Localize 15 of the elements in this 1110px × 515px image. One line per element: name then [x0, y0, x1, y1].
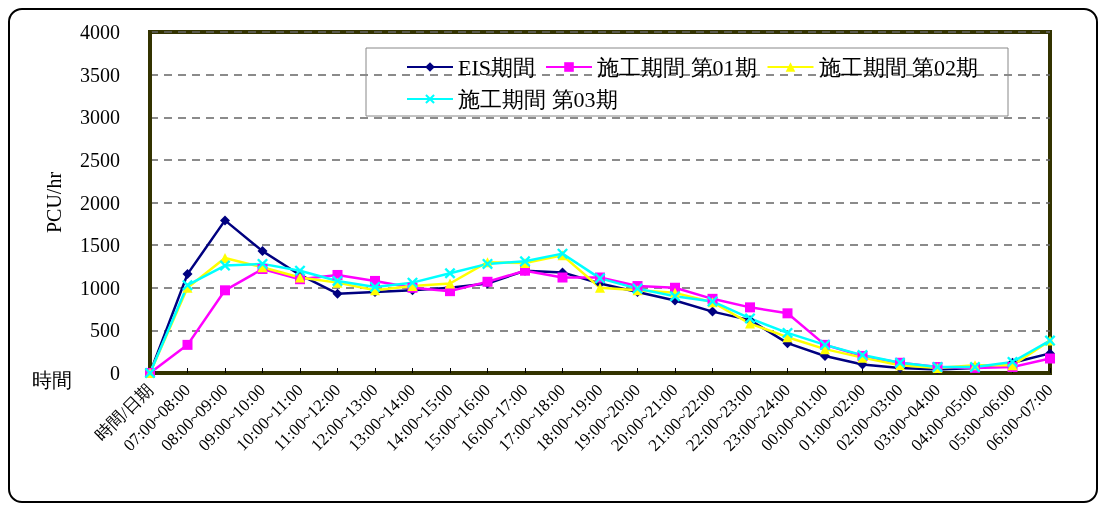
y-tick-label: 0: [110, 362, 120, 384]
y-axis-title: PCU/hr: [43, 171, 65, 234]
y-tick-label: 2500: [80, 148, 120, 171]
text: 時間: [32, 369, 72, 391]
y-tick-label: 3500: [80, 63, 120, 86]
y-tick-label: 1500: [80, 234, 120, 257]
y-tick-label: 3000: [80, 106, 120, 129]
y-tick-label: 500: [90, 319, 120, 342]
legend-label: 施工期間 第01期: [597, 54, 757, 80]
y-tick-label: 2000: [80, 191, 120, 214]
legend-label: 施工期間 第03期: [458, 86, 618, 112]
legend-label: EIS期間: [458, 54, 535, 80]
legend-label: 施工期間 第02期: [818, 54, 978, 80]
y-tick-label: 1000: [80, 276, 120, 299]
y-tick-label: 4000: [80, 21, 120, 43]
